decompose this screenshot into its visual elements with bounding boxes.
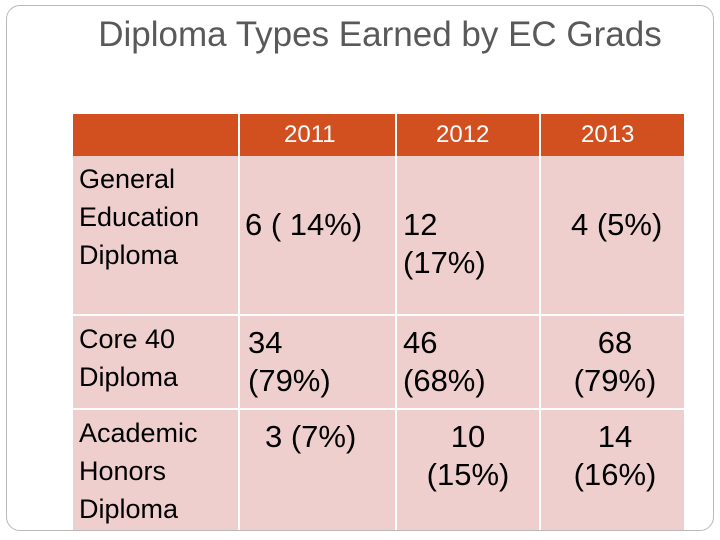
cell-core40-2011: 34 (79%) [248, 325, 331, 398]
row-label-academic-honors: Academic Honors Diploma [79, 418, 198, 524]
diploma-table: 2011 2012 2013 General Education Diploma… [73, 114, 684, 530]
table-header-row [73, 114, 684, 156]
cell-general-2012: 12 (17%) [403, 207, 486, 280]
column-divider [395, 114, 397, 530]
row-label-core-40: Core 40 Diploma [79, 324, 179, 392]
slide-title: Diploma Types Earned by EC Grads [98, 15, 662, 54]
cell-academic-2011: 3 (7%) [265, 419, 357, 454]
cell-core40-2012: 46 (68%) [403, 325, 486, 398]
row-divider [73, 314, 684, 316]
slide-frame [6, 5, 714, 531]
cell-core40-2013: 68 (79%) [573, 325, 657, 398]
cell-general-2013: 4 (5%) [571, 207, 663, 242]
header-2013: 2013 [581, 121, 635, 148]
cell-academic-2012: 10 (15%) [426, 419, 510, 492]
row-divider [73, 408, 684, 410]
header-2012: 2012 [436, 121, 490, 148]
column-divider [539, 114, 541, 530]
column-divider [238, 114, 240, 530]
cell-academic-2013: 14 (16%) [573, 419, 657, 492]
cell-general-2011: 6 ( 14%) [245, 207, 363, 242]
header-2011: 2011 [284, 121, 336, 148]
row-label-general-education: General Education Diploma [79, 164, 200, 270]
